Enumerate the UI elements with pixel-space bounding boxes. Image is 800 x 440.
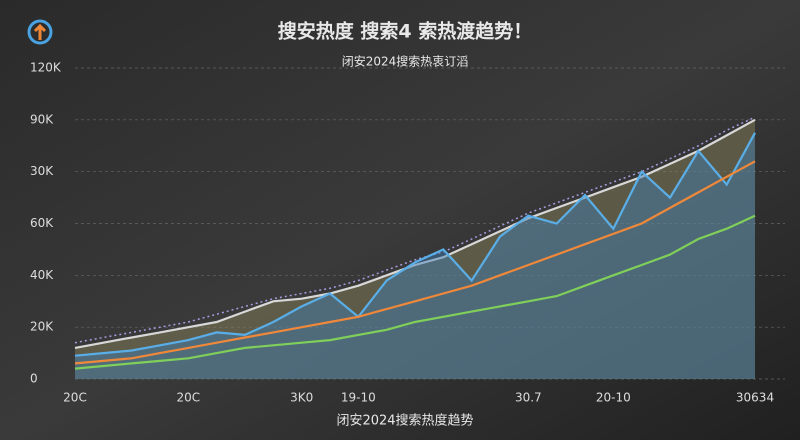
x-tick-label: 3K0	[290, 391, 313, 405]
line	[74, 118, 756, 349]
line	[74, 116, 756, 344]
chart-subtitle: 闭安2024搜索热衷订滔	[342, 54, 469, 69]
x-tick-label: 30634	[736, 391, 774, 405]
y-tick-label: 30K	[30, 164, 54, 178]
x-tick-label: 19-10	[341, 391, 376, 405]
y-tick-label: 40K	[30, 268, 54, 282]
logo	[27, 19, 53, 45]
x-axis-label: 闭安2024搜索热度趋势	[336, 413, 473, 429]
line	[74, 132, 756, 357]
y-tick-label: 90K	[30, 112, 54, 126]
line	[74, 160, 756, 365]
y-tick-label: 0	[30, 372, 38, 386]
x-tick-label: 20C	[63, 391, 87, 405]
x-tick-label: 20-10	[596, 391, 631, 405]
y-tick-label: 60K	[30, 216, 54, 230]
area	[75, 119, 755, 380]
line	[74, 214, 756, 370]
area	[75, 132, 755, 379]
chart-title: 搜安热度 搜索4 索热渡趋势！	[278, 20, 532, 43]
x-tick-label: 20C	[177, 391, 201, 405]
x-tick-label: 30.7	[515, 391, 542, 405]
y-tick-label: 120K	[30, 61, 62, 75]
y-tick-label: 20K	[30, 320, 54, 334]
